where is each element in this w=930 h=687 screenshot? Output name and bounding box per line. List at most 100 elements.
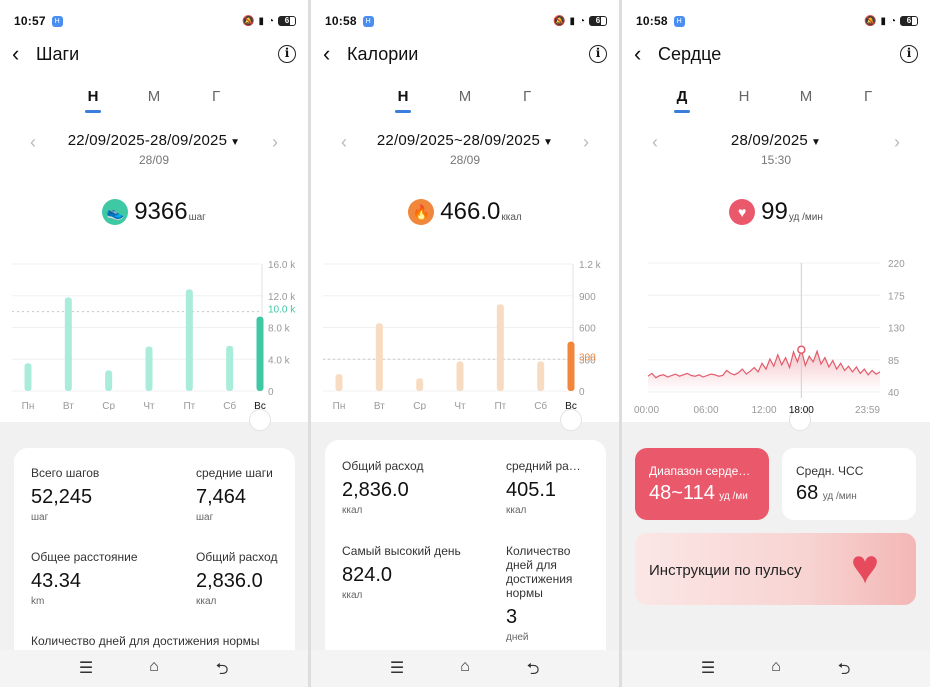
y-tick-label: 300 — [579, 355, 596, 366]
stat-value: 2,836.0 — [342, 479, 409, 501]
date-range[interactable]: 28/09/2025 ▼ — [622, 132, 930, 149]
prev-period-icon[interactable]: ‹ — [341, 132, 347, 152]
x-tick-label: 23:59 — [855, 405, 880, 416]
y-tick-label: 600 — [579, 324, 596, 335]
hr-avg-unit: уд /мин — [822, 491, 857, 502]
metric-unit: уд /мин — [788, 211, 823, 223]
back-chevron-icon[interactable]: ‹ — [12, 41, 20, 66]
back-chevron-icon[interactable]: ‹ — [323, 41, 331, 66]
prev-period-icon[interactable]: ‹ — [652, 132, 658, 152]
y-tick-label: 175 — [888, 291, 905, 302]
hr-instructions-banner[interactable]: Инструкции по пульсу ♥ — [635, 533, 916, 605]
y-tick-label: 85 — [888, 356, 900, 367]
stat-value: 52,245 — [31, 486, 93, 508]
home-icon[interactable]: ⌂ — [771, 658, 781, 675]
header: ‹ Калории i — [323, 40, 607, 68]
hr-avg-card[interactable]: Средн. ЧСС 68 уд /мин — [782, 448, 916, 520]
stat-avg-burn: средний ра… 405.1 ккал — [506, 459, 581, 516]
y-tick-label: 130 — [888, 324, 905, 335]
back-chevron-icon[interactable]: ‹ — [634, 41, 642, 66]
bar — [64, 297, 72, 391]
date-sub: 28/09 — [449, 153, 481, 167]
app-badge-icon: H — [362, 15, 374, 27]
x-tick-label: 00:00 — [634, 405, 659, 416]
menu-icon[interactable]: ☰ — [389, 660, 405, 677]
tab-year[interactable]: Г — [211, 88, 221, 105]
stat-unit: ккал — [342, 505, 363, 516]
tab-week[interactable]: Н — [85, 88, 101, 113]
battery-icon: 6 — [589, 16, 607, 26]
menu-icon[interactable]: ☰ — [78, 660, 94, 677]
stat-label: Общее расстояние — [31, 550, 138, 564]
steps-chart[interactable]: 16.0 k 12.0 k 8.0 k 4.0 k 0 10.0 k Пн Вт Ср Чт Пт С… — [0, 250, 308, 410]
info-icon[interactable]: i — [278, 45, 296, 63]
notch — [560, 409, 582, 431]
y-tick-label: 12.0 k — [268, 292, 296, 303]
y-tick-label: 8.0 k — [268, 324, 291, 335]
stat-label: Всего шагов — [31, 466, 100, 480]
top-area — [622, 0, 930, 422]
tab-day[interactable]: Д — [674, 88, 690, 113]
page-title: Сердце — [658, 43, 722, 64]
bar — [567, 341, 575, 391]
y-tick-label: 16.0 k — [268, 260, 296, 271]
tab-year[interactable]: Г — [863, 88, 873, 105]
heart-rate-chart[interactable]: 220 175 130 85 40 00:00 06:00 12:00 18:00 23:59 — [622, 250, 930, 420]
next-period-icon[interactable]: › — [272, 132, 278, 152]
stat-value: 824.0 — [342, 564, 393, 586]
header: ‹ Сердце i — [634, 40, 918, 68]
selection-point — [797, 345, 806, 354]
bar — [145, 346, 153, 391]
date-selector: ‹ 22/09/2025-28/09/2025 ▼ 28/09 › — [0, 132, 308, 172]
next-period-icon[interactable]: › — [583, 132, 589, 152]
home-icon[interactable]: ⌂ — [149, 658, 159, 675]
info-icon[interactable]: i — [589, 45, 607, 63]
hr-avg-value: 68 — [796, 482, 819, 504]
x-tick-label: Чт — [454, 401, 466, 410]
status-icons: 🔕 ▮ ◔ 6 — [242, 16, 296, 27]
status-icons: 🔕 ▮ ◔ 6 — [553, 16, 607, 27]
stats-card: Общий расход 2,836.0 ккал средний ра… 40… — [325, 440, 606, 670]
tab-week[interactable]: Н — [395, 88, 411, 113]
tab-week[interactable]: Н — [738, 88, 750, 105]
hr-avg-value-row: 68 уд /мин — [796, 482, 857, 505]
stat-unit: ккал — [196, 596, 217, 607]
goal-label: 300 — [579, 352, 596, 363]
home-icon[interactable]: ⌂ — [460, 658, 470, 675]
period-tabs: Н М Г — [0, 88, 308, 116]
hr-range-card[interactable]: Диапазон серде… 48~114 уд /ми — [635, 448, 769, 520]
status-bar: 10:57 H 🔕 ▮ ◔ 6 — [14, 11, 296, 31]
date-range[interactable]: 22/09/2025-28/09/2025 ▼ — [0, 132, 308, 149]
back-icon[interactable]: ⮌ — [526, 661, 540, 678]
tab-month[interactable]: М — [799, 88, 813, 105]
next-period-icon[interactable]: › — [894, 132, 900, 152]
y-tick-label: 1.2 k — [579, 260, 602, 271]
prev-period-icon[interactable]: ‹ — [30, 132, 36, 152]
metric-unit: шаг — [188, 211, 206, 223]
x-tick-label: Сб — [534, 400, 547, 410]
back-icon[interactable]: ⮌ — [837, 661, 851, 678]
tab-month[interactable]: М — [458, 88, 472, 105]
back-icon[interactable]: ⮌ — [215, 661, 229, 678]
stat-label: Количество дней для достижения нормы — [31, 634, 260, 648]
stat-goal-days: Количество дней для достижения нормы 3 д… — [506, 544, 596, 643]
status-time: 10:58 — [325, 14, 357, 28]
period-tabs: Н М Г — [311, 88, 619, 116]
x-tick-label-selected: 18:00 — [789, 405, 814, 416]
status-bar: 10:58 H 🔕 ▮ ◔ 6 — [325, 11, 607, 31]
x-tick-label: Пт — [183, 401, 195, 410]
tab-year[interactable]: Г — [522, 88, 532, 105]
date-range[interactable]: 22/09/2025~28/09/2025 ▼ — [311, 132, 619, 149]
info-icon[interactable]: i — [900, 45, 918, 63]
bar — [537, 361, 545, 391]
signal-icon: ▮ — [258, 15, 264, 27]
metric-value: 99 — [761, 198, 788, 225]
tab-month[interactable]: М — [147, 88, 161, 105]
metric-value: 9366 — [134, 198, 188, 225]
app-badge-icon: H — [51, 15, 63, 27]
stat-value: 7,464 — [196, 486, 247, 508]
stat-label: Общий расход — [342, 459, 424, 473]
hr-area — [648, 349, 880, 392]
menu-icon[interactable]: ☰ — [700, 660, 716, 677]
